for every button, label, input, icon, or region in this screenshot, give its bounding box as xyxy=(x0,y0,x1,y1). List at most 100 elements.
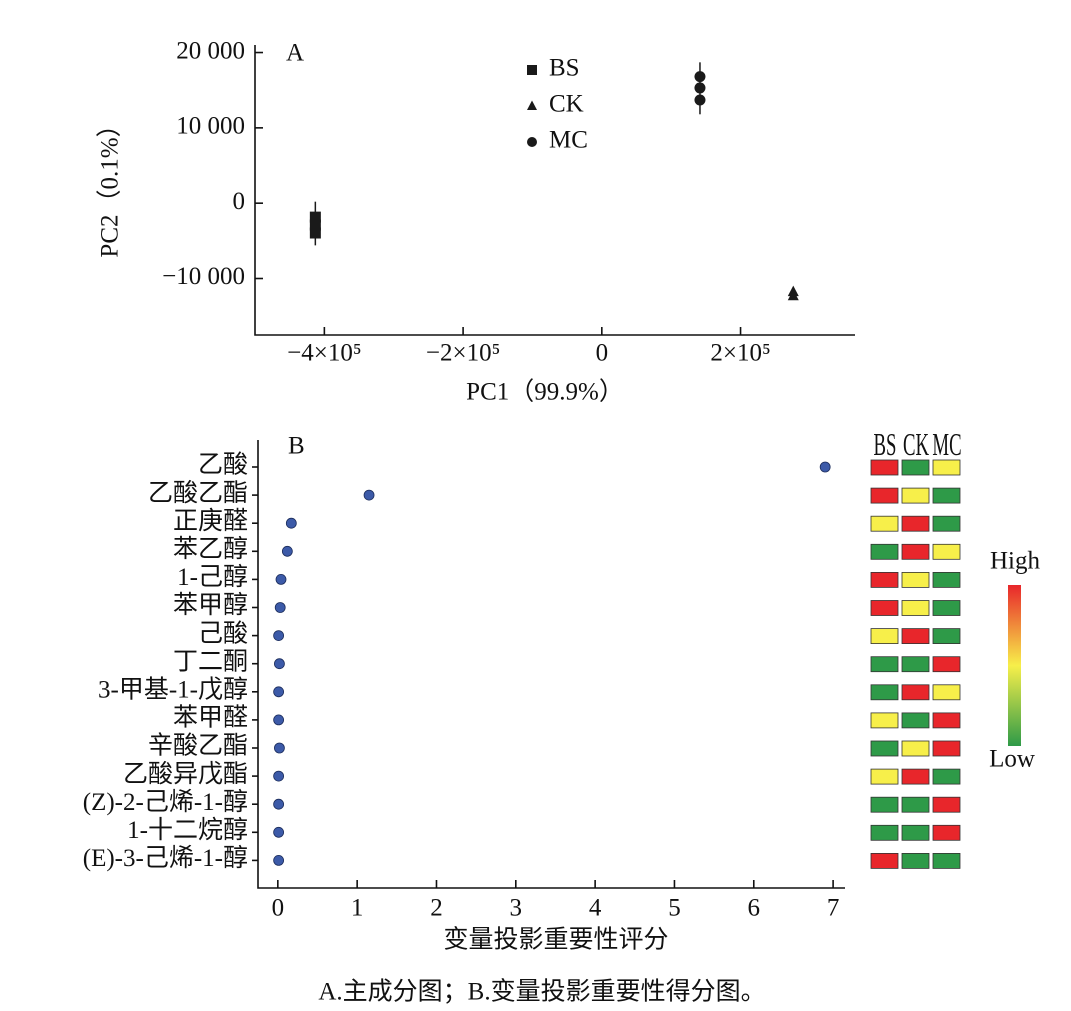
x-tick-label: 5 xyxy=(668,895,681,922)
dot xyxy=(274,742,285,754)
x-tick-label: 6 xyxy=(748,895,761,922)
colorbar-high: High xyxy=(990,548,1041,575)
heatmap-cell xyxy=(901,487,930,504)
panel-label: B xyxy=(288,433,305,460)
heatmap-cell xyxy=(870,572,899,588)
heatmap-cell xyxy=(932,684,961,701)
heatmap-cell xyxy=(870,853,899,869)
heatmap-cell xyxy=(901,515,930,532)
y-tick-label: 苯乙醇 xyxy=(173,535,248,563)
dot xyxy=(273,798,285,810)
heatmap-cell xyxy=(932,853,961,869)
dot xyxy=(819,461,831,473)
point xyxy=(694,94,706,106)
heatmap-column-label: BS xyxy=(874,427,897,462)
y-tick-label: 己酸 xyxy=(198,619,248,647)
heatmap-cell xyxy=(901,740,930,757)
x-tick-label: 3 xyxy=(510,895,523,922)
x-tick-label: 7 xyxy=(827,895,840,922)
heatmap-cell xyxy=(870,740,899,757)
dot xyxy=(273,630,285,641)
dot xyxy=(273,770,285,782)
y-tick-label: 苯甲醛 xyxy=(173,704,248,732)
x-axis-label: PC1（99.9%） xyxy=(466,378,624,406)
x-tick-label: 2 xyxy=(430,895,443,922)
heatmap-cell xyxy=(870,656,899,673)
y-tick-label: −10 000 xyxy=(162,263,245,290)
heatmap-cell xyxy=(901,572,930,588)
legend-label: MC xyxy=(549,127,588,154)
panel-label: A xyxy=(286,40,304,67)
heatmap-cell xyxy=(901,853,930,869)
heatmap-cell xyxy=(901,600,930,616)
x-tick-label: −4×10⁵ xyxy=(287,340,361,367)
point xyxy=(309,227,321,239)
dot xyxy=(285,517,297,529)
heatmap-cell xyxy=(932,796,961,813)
y-tick-label: 乙酸 xyxy=(198,451,248,479)
y-tick-label: 1-己醇 xyxy=(177,563,248,591)
heatmap-cell xyxy=(870,824,899,841)
heatmap-cell xyxy=(932,768,961,785)
heatmap-cell xyxy=(870,796,899,813)
legend-label: CK xyxy=(549,91,584,118)
x-axis-label: 变量投影重要性评分 xyxy=(443,926,668,954)
dot xyxy=(281,545,293,557)
dot xyxy=(273,686,285,698)
dot xyxy=(273,826,285,838)
x-tick-label: −2×10⁵ xyxy=(426,340,500,367)
heatmap-cell xyxy=(932,515,961,532)
y-tick-label: 20 000 xyxy=(176,37,245,64)
heatmap-cell xyxy=(932,656,961,673)
heatmap-cell xyxy=(901,459,930,476)
heatmap-cell xyxy=(901,712,930,729)
heatmap-cell xyxy=(901,684,930,701)
legend-marker xyxy=(527,65,537,75)
y-tick-label: 正庚醛 xyxy=(173,507,248,535)
dot xyxy=(274,602,286,613)
heatmap-cell xyxy=(870,515,899,532)
y-tick-label: 乙酸乙酯 xyxy=(148,479,248,507)
heatmap-cell xyxy=(870,684,899,701)
dot xyxy=(274,658,285,670)
y-tick-label: 3-甲基-1-戊醇 xyxy=(98,676,248,704)
heatmap-cell xyxy=(870,487,899,504)
heatmap-cell xyxy=(870,600,899,616)
y-tick-label: 辛酸乙酯 xyxy=(148,732,248,760)
axes xyxy=(254,45,855,336)
x-tick-label: 4 xyxy=(589,895,602,922)
x-tick-label: 2×10⁵ xyxy=(710,340,770,367)
heatmap-cell xyxy=(901,543,930,560)
y-tick-label: 丁二酮 xyxy=(173,648,248,675)
y-axis-label: PC2（0.1%） xyxy=(96,112,124,257)
y-tick-label: 苯甲醇 xyxy=(173,591,248,619)
y-tick-label: 0 xyxy=(233,188,246,215)
heatmap-cell xyxy=(932,600,961,616)
heatmap-cell xyxy=(901,628,930,644)
legend-marker xyxy=(527,137,537,147)
point xyxy=(309,211,321,223)
heatmap-column-label: CK xyxy=(903,427,929,462)
heatmap-cell xyxy=(870,768,899,785)
x-tick-label: 0 xyxy=(272,895,285,922)
heatmap-cell xyxy=(901,656,930,673)
heatmap-cell xyxy=(932,824,961,841)
colorbar xyxy=(1008,585,1021,746)
y-tick-label: (Z)-2-己烯-1-醇 xyxy=(83,788,248,816)
heatmap-cell xyxy=(932,740,961,757)
dot xyxy=(273,714,285,726)
point xyxy=(787,289,799,301)
y-tick-label: 10 000 xyxy=(176,113,245,140)
heatmap-cell xyxy=(932,712,961,729)
heatmap-cell xyxy=(932,628,961,644)
x-tick-label: 0 xyxy=(596,340,609,367)
heatmap-cell xyxy=(901,768,930,785)
dot xyxy=(275,574,287,585)
heatmap-column-label: MC xyxy=(932,427,961,462)
legend-marker xyxy=(527,100,537,110)
point xyxy=(309,219,321,231)
dot xyxy=(363,489,375,501)
axes xyxy=(257,440,845,889)
colorbar-low: Low xyxy=(989,746,1035,773)
